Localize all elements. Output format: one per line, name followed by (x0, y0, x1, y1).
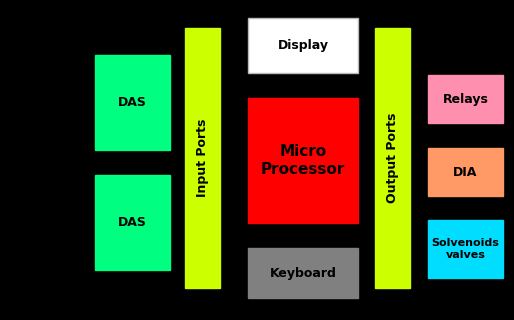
Text: DAS: DAS (118, 216, 147, 229)
Text: DAS: DAS (118, 96, 147, 109)
Bar (248, 18, 358, 73)
Bar (428, 75, 503, 123)
Bar (248, 98, 358, 223)
Text: Output Ports: Output Ports (386, 113, 399, 203)
Bar (428, 220, 503, 278)
Text: Display: Display (278, 39, 328, 52)
Text: Input Ports: Input Ports (196, 119, 209, 197)
Bar (95, 55, 170, 150)
Text: Solvenoids
valves: Solvenoids valves (432, 238, 500, 260)
Text: Keyboard: Keyboard (269, 267, 337, 279)
Bar (428, 148, 503, 196)
Bar (185, 28, 220, 288)
Bar (248, 248, 358, 298)
Text: Micro
Processor: Micro Processor (261, 144, 345, 177)
Text: DIA: DIA (453, 165, 478, 179)
Text: Relays: Relays (443, 92, 488, 106)
Bar (375, 28, 410, 288)
Bar (95, 175, 170, 270)
